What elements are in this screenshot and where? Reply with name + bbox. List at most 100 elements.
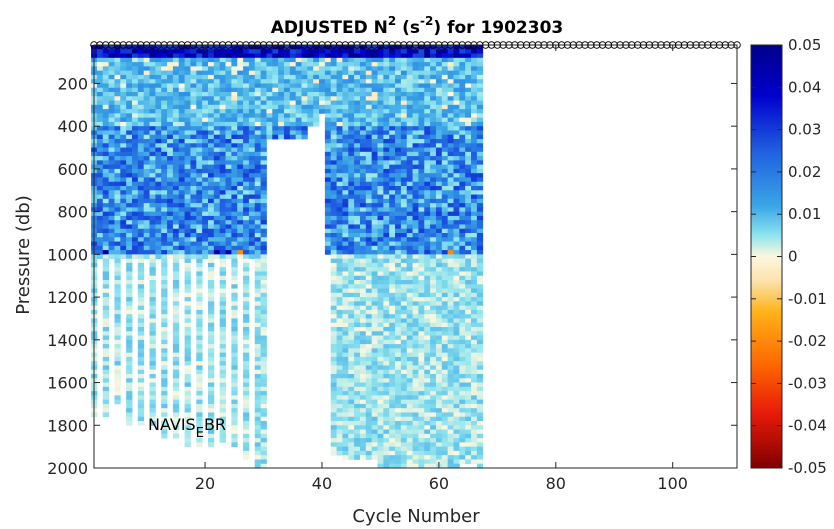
heatmap-cell (184, 391, 191, 396)
heatmap-cell (155, 79, 162, 84)
heatmap-cell (196, 104, 203, 110)
heatmap-cell (365, 194, 373, 200)
heatmap-cell (196, 237, 203, 242)
heatmap-cell (219, 356, 226, 362)
heatmap-cell (108, 186, 115, 191)
heatmap-cell (137, 416, 145, 422)
heatmap-cell (371, 352, 378, 358)
heatmap-cell (155, 164, 162, 170)
heatmap-cell (342, 215, 349, 221)
heatmap-cell (395, 96, 402, 101)
heatmap-cell (383, 365, 390, 371)
heatmap-cell (400, 151, 408, 157)
heatmap-cell (196, 45, 203, 50)
heatmap-cell (348, 344, 355, 349)
heatmap-cell (459, 53, 466, 59)
heatmap-cell (336, 96, 343, 101)
heatmap-cell (96, 164, 104, 170)
heatmap-cell (447, 356, 454, 362)
heatmap-cell (330, 92, 337, 97)
heatmap-cell (108, 224, 115, 230)
heatmap-cell (330, 53, 337, 59)
heatmap-cell (395, 66, 402, 72)
heatmap-cell (243, 284, 250, 289)
heatmap-cell (365, 83, 373, 89)
heatmap-cell (395, 147, 402, 153)
heatmap-cell (342, 399, 349, 405)
heatmap-cell (441, 66, 449, 72)
heatmap-cell (324, 74, 332, 80)
heatmap-cell (365, 395, 373, 401)
heatmap-cell (172, 92, 180, 97)
heatmap-cell (155, 83, 162, 89)
heatmap-cell (418, 331, 425, 336)
heatmap-cell (348, 438, 355, 443)
heatmap-cell (231, 181, 238, 187)
heatmap-cell (108, 203, 115, 208)
heatmap-cell (167, 164, 174, 170)
heatmap-cell (365, 429, 373, 435)
heatmap-cell (418, 348, 425, 354)
heatmap-cell (406, 335, 413, 341)
heatmap-cell (137, 327, 145, 332)
heatmap-cell (324, 113, 332, 119)
heatmap-cell (365, 254, 373, 260)
heatmap-cell (178, 53, 186, 59)
heatmap-cell (319, 96, 326, 101)
heatmap-cell (243, 237, 250, 242)
heatmap-cell (395, 49, 402, 54)
heatmap-cell (196, 109, 203, 114)
heatmap-cell (412, 220, 419, 225)
heatmap-cell (231, 258, 238, 264)
heatmap-cell (137, 96, 145, 101)
heatmap-cell (161, 211, 168, 217)
heatmap-cell (348, 215, 355, 221)
heatmap-cell (406, 314, 413, 319)
heatmap-cell (231, 143, 238, 148)
heatmap-cell (243, 421, 250, 426)
heatmap-cell (336, 160, 343, 166)
heatmap-cell (406, 425, 413, 430)
heatmap-cell (219, 280, 226, 285)
heatmap-cell (342, 130, 349, 136)
heatmap-cell (178, 164, 186, 170)
heatmap-cell (406, 309, 413, 315)
heatmap-cell (412, 117, 419, 123)
heatmap-cell (254, 190, 261, 195)
heatmap-cell (207, 173, 215, 178)
heatmap-cell (301, 70, 308, 76)
heatmap-cell (365, 271, 373, 277)
heatmap-cell (102, 267, 110, 272)
heatmap-cell (377, 250, 384, 255)
heatmap-cell (424, 348, 431, 354)
heatmap-cell (102, 96, 110, 101)
heatmap-cell (225, 173, 232, 178)
heatmap-cell (377, 117, 384, 123)
heatmap-cell (476, 348, 484, 354)
heatmap-cell (377, 186, 384, 191)
heatmap-cell (172, 429, 180, 435)
heatmap-cell (161, 399, 168, 405)
heatmap-cell (424, 356, 431, 362)
heatmap-cell (418, 267, 425, 272)
heatmap-cell (453, 416, 460, 422)
heatmap-cell (108, 147, 115, 153)
heatmap-cell (184, 177, 191, 183)
heatmap-cell (213, 151, 221, 157)
heatmap-cell (172, 207, 180, 213)
heatmap-cell (178, 151, 186, 157)
heatmap-cell (395, 284, 402, 289)
heatmap-cell (342, 113, 349, 119)
heatmap-cell (365, 408, 373, 413)
heatmap-cell (102, 194, 110, 200)
heatmap-cell (406, 83, 413, 89)
heatmap-cell (377, 83, 384, 89)
heatmap-cell (471, 250, 478, 255)
heatmap-cell (383, 113, 390, 119)
heatmap-cell (476, 262, 484, 268)
heatmap-cell (342, 301, 349, 307)
heatmap-cell (266, 126, 273, 131)
heatmap-cell (418, 421, 425, 426)
heatmap-cell (254, 104, 261, 110)
heatmap-cell (354, 446, 361, 452)
